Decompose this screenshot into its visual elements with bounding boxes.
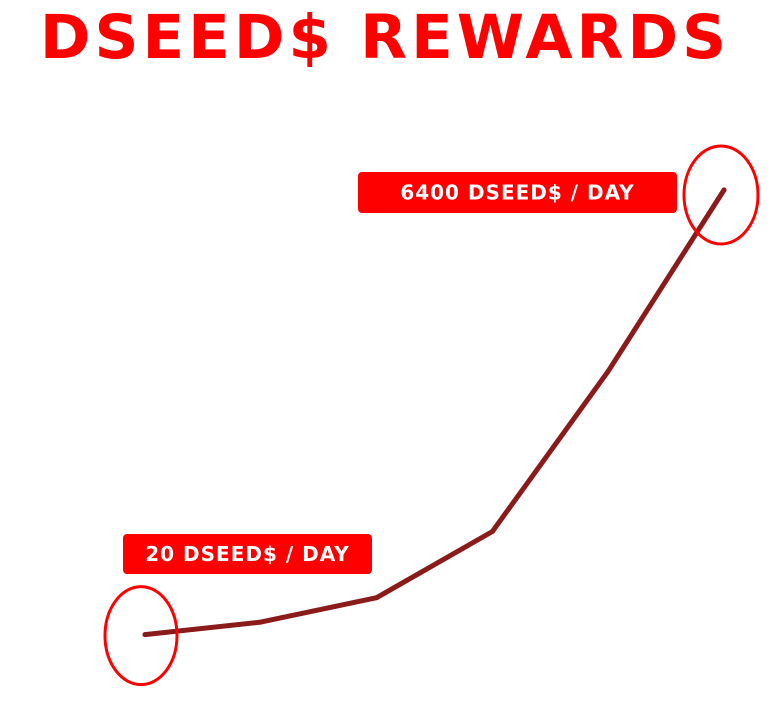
data-point (489, 528, 495, 534)
highlight-circle (103, 585, 179, 687)
chart-title: DSEED$ REWARDS (39, 2, 731, 73)
data-point (258, 619, 264, 625)
callout-label: 6400 DSEED$ / DAY (400, 181, 634, 205)
data-point (721, 187, 727, 193)
series-line (142, 187, 727, 638)
callout-box (123, 534, 372, 574)
data-point (374, 595, 380, 601)
data-point (605, 368, 611, 374)
highlight-circle (682, 144, 760, 246)
data-point (142, 632, 148, 638)
callout-label: 20 DSEED$ / DAY (145, 542, 350, 566)
callout-box (358, 172, 677, 213)
